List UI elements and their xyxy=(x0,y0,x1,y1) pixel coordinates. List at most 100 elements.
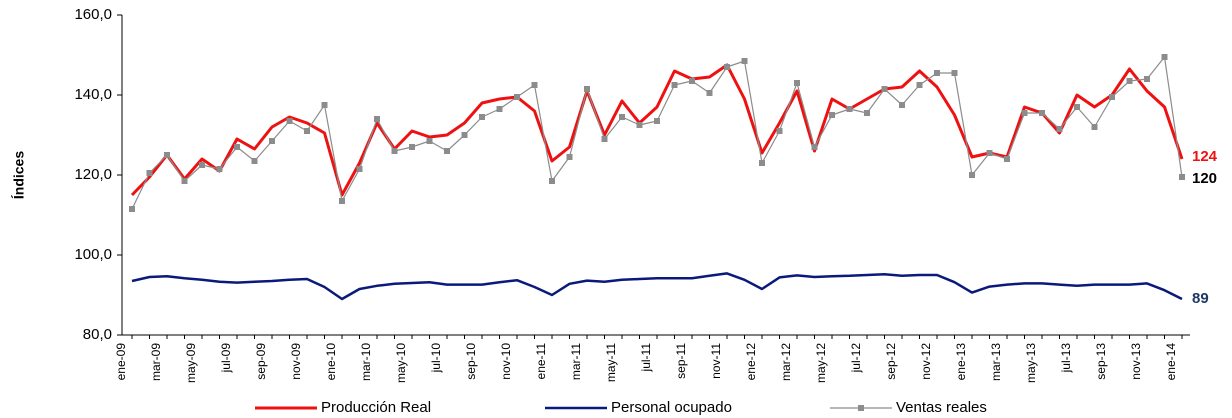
point-marker xyxy=(1091,124,1098,130)
y-axis-title: Índices xyxy=(11,151,27,199)
series-line xyxy=(130,63,1184,197)
point-marker xyxy=(549,178,555,184)
point-marker xyxy=(514,94,520,100)
point-marker xyxy=(461,132,468,138)
x-tick-label: sep-10 xyxy=(464,343,478,380)
point-marker xyxy=(304,128,310,134)
point-marker xyxy=(934,70,940,76)
point-marker xyxy=(1004,156,1010,162)
x-tick-label: ene-12 xyxy=(744,343,758,381)
x-tick-label: ene-11 xyxy=(534,343,548,380)
point-marker xyxy=(636,122,643,128)
x-tick-label: ene-10 xyxy=(324,343,338,381)
point-marker xyxy=(164,152,170,158)
point-marker xyxy=(741,58,748,64)
point-marker xyxy=(759,160,765,166)
x-tick-label: may-12 xyxy=(814,343,828,383)
x-tick-label: sep-12 xyxy=(884,343,898,380)
x-tick-label: nov-12 xyxy=(919,343,933,380)
point-marker xyxy=(689,78,695,84)
legend-marker xyxy=(858,405,864,411)
point-marker xyxy=(601,136,608,142)
x-tick-label: mar-11 xyxy=(569,343,583,380)
point-marker xyxy=(864,110,870,116)
point-marker xyxy=(199,162,205,168)
point-marker xyxy=(1056,126,1063,132)
x-tick-label: sep-11 xyxy=(674,343,688,379)
x-tick-label: may-10 xyxy=(394,343,408,383)
point-marker xyxy=(216,166,223,172)
point-marker xyxy=(181,178,188,184)
x-tick-label: ene-09 xyxy=(114,343,128,381)
y-tick-label: 160,0 xyxy=(74,6,112,23)
point-marker xyxy=(479,114,485,120)
legend-label: Personal ocupado xyxy=(611,399,732,416)
point-marker xyxy=(1126,78,1133,84)
x-tick-label: may-11 xyxy=(604,343,618,382)
x-tick-label: nov-10 xyxy=(499,343,513,380)
x-tick-label: may-13 xyxy=(1024,343,1038,383)
x-tick-label: may-09 xyxy=(184,343,198,383)
point-marker xyxy=(794,80,800,86)
point-marker xyxy=(969,172,975,178)
x-tick-label: sep-13 xyxy=(1094,343,1108,380)
point-marker xyxy=(339,198,345,204)
point-marker xyxy=(1179,174,1185,180)
x-tick-label: sep-09 xyxy=(254,343,268,380)
legend-label: Ventas reales xyxy=(896,399,987,416)
point-marker xyxy=(1074,104,1080,110)
x-tick-label: jul-10 xyxy=(429,343,443,374)
point-marker xyxy=(1144,76,1150,82)
point-marker xyxy=(671,82,678,88)
x-tick-label: mar-10 xyxy=(359,343,373,381)
point-marker xyxy=(724,64,730,70)
point-marker xyxy=(986,150,993,156)
point-marker xyxy=(1161,54,1168,60)
point-marker xyxy=(881,86,888,92)
point-marker xyxy=(234,144,240,150)
point-marker xyxy=(1039,110,1045,116)
point-marker xyxy=(409,144,415,150)
point-marker xyxy=(706,90,713,96)
point-marker xyxy=(129,206,135,212)
legend-label: Producción Real xyxy=(321,399,431,416)
point-marker xyxy=(654,118,660,124)
point-marker xyxy=(321,102,328,108)
point-marker xyxy=(951,70,958,76)
point-marker xyxy=(251,158,258,164)
x-tick-label: nov-13 xyxy=(1129,343,1143,380)
point-marker xyxy=(286,118,293,124)
point-marker xyxy=(146,170,153,176)
point-marker xyxy=(916,82,923,88)
end-label: 124 xyxy=(1192,148,1218,165)
x-tick-label: jul-09 xyxy=(219,343,233,374)
point-marker xyxy=(444,148,450,154)
series-line xyxy=(131,272,1183,301)
point-marker xyxy=(1021,110,1028,116)
x-tick-label: mar-12 xyxy=(779,343,793,381)
x-tick-label: jul-11 xyxy=(639,343,653,373)
y-tick-label: 100,0 xyxy=(74,246,112,263)
end-label: 89 xyxy=(1192,290,1209,307)
series-line xyxy=(131,56,1183,210)
x-tick-label: jul-13 xyxy=(1059,343,1073,374)
point-marker xyxy=(619,114,625,120)
point-marker xyxy=(829,112,835,118)
x-tick-label: nov-11 xyxy=(709,343,723,379)
x-tick-label: nov-09 xyxy=(289,343,303,380)
point-marker xyxy=(356,166,363,172)
y-tick-label: 120,0 xyxy=(74,166,112,183)
x-tick-label: jul-12 xyxy=(849,343,863,374)
x-tick-label: mar-13 xyxy=(989,343,1003,381)
y-tick-label: 140,0 xyxy=(74,86,112,103)
point-marker xyxy=(811,144,818,150)
point-marker xyxy=(391,148,398,154)
end-label: 120 xyxy=(1192,170,1217,187)
point-marker xyxy=(426,138,433,144)
point-marker xyxy=(899,102,905,108)
point-marker xyxy=(566,154,573,160)
point-marker xyxy=(846,106,853,112)
x-tick-label: ene-14 xyxy=(1164,343,1178,381)
x-tick-label: mar-09 xyxy=(149,343,163,381)
